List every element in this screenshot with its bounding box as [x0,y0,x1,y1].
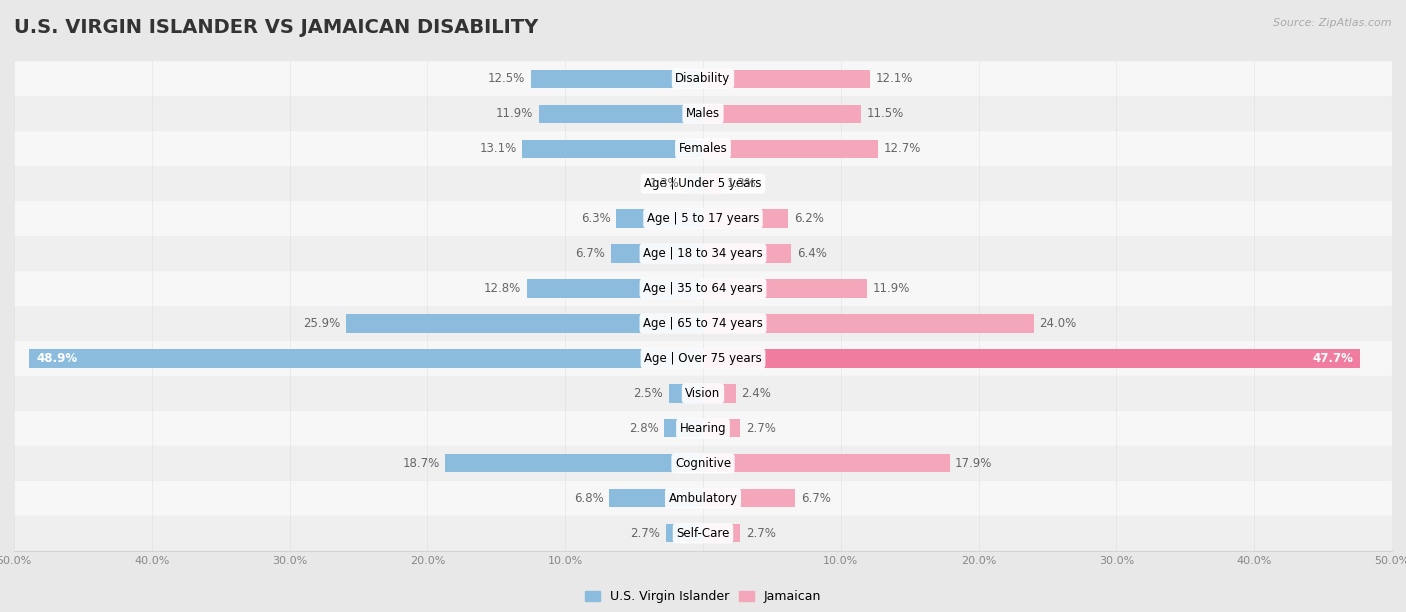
Bar [685,174,703,193]
Bar [703,315,1033,332]
Text: 47.7%: 47.7% [1312,352,1354,365]
Bar [523,140,703,158]
Text: 2.7%: 2.7% [745,527,776,540]
Text: 6.8%: 6.8% [574,492,603,505]
Text: 6.7%: 6.7% [575,247,605,260]
Text: 11.9%: 11.9% [873,282,910,295]
Text: 11.9%: 11.9% [496,107,533,120]
Text: Males: Males [686,107,720,120]
Bar [703,105,862,123]
Text: 12.5%: 12.5% [488,72,526,85]
FancyBboxPatch shape [14,376,1392,411]
Text: 12.1%: 12.1% [875,72,912,85]
Text: 1.3%: 1.3% [727,177,756,190]
Text: 2.5%: 2.5% [633,387,664,400]
Text: Age | Over 75 years: Age | Over 75 years [644,352,762,365]
Bar [346,315,703,332]
Text: 2.7%: 2.7% [745,422,776,435]
Bar [703,524,740,542]
Text: Age | 5 to 17 years: Age | 5 to 17 years [647,212,759,225]
Text: 6.4%: 6.4% [797,247,827,260]
Text: 2.7%: 2.7% [630,527,661,540]
Bar [616,209,703,228]
Legend: U.S. Virgin Islander, Jamaican: U.S. Virgin Islander, Jamaican [579,585,827,608]
Text: Cognitive: Cognitive [675,457,731,470]
Bar [666,524,703,542]
Bar [446,454,703,472]
Text: Disability: Disability [675,72,731,85]
Text: 17.9%: 17.9% [955,457,993,470]
Bar [703,384,737,403]
Text: U.S. VIRGIN ISLANDER VS JAMAICAN DISABILITY: U.S. VIRGIN ISLANDER VS JAMAICAN DISABIL… [14,18,538,37]
Bar [703,280,868,297]
Text: 6.3%: 6.3% [581,212,610,225]
Bar [703,174,721,193]
Bar [610,244,703,263]
Text: 24.0%: 24.0% [1039,317,1077,330]
Text: Vision: Vision [685,387,721,400]
Text: 12.8%: 12.8% [484,282,522,295]
Bar [703,419,740,438]
Text: 2.4%: 2.4% [741,387,772,400]
Text: 18.7%: 18.7% [402,457,440,470]
Bar [527,280,703,297]
FancyBboxPatch shape [14,341,1392,376]
Bar [669,384,703,403]
Text: 1.3%: 1.3% [650,177,679,190]
Text: Females: Females [679,142,727,155]
FancyBboxPatch shape [14,446,1392,481]
FancyBboxPatch shape [14,166,1392,201]
Text: 6.2%: 6.2% [794,212,824,225]
FancyBboxPatch shape [14,201,1392,236]
FancyBboxPatch shape [14,96,1392,131]
FancyBboxPatch shape [14,481,1392,516]
Bar [703,209,789,228]
Bar [703,454,949,472]
Text: Self-Care: Self-Care [676,527,730,540]
Bar [703,140,877,158]
Bar [531,70,703,88]
Text: 11.5%: 11.5% [868,107,904,120]
Text: Age | 35 to 64 years: Age | 35 to 64 years [643,282,763,295]
Bar [703,244,792,263]
FancyBboxPatch shape [14,131,1392,166]
Text: Hearing: Hearing [679,422,727,435]
FancyBboxPatch shape [14,61,1392,96]
Bar [538,105,703,123]
Text: 2.8%: 2.8% [628,422,659,435]
Text: Age | Under 5 years: Age | Under 5 years [644,177,762,190]
Text: Age | 18 to 34 years: Age | 18 to 34 years [643,247,763,260]
Text: Age | 65 to 74 years: Age | 65 to 74 years [643,317,763,330]
Text: 6.7%: 6.7% [801,492,831,505]
FancyBboxPatch shape [14,306,1392,341]
Text: Ambulatory: Ambulatory [668,492,738,505]
FancyBboxPatch shape [14,516,1392,551]
Bar [30,349,703,368]
Text: 13.1%: 13.1% [479,142,517,155]
Text: 25.9%: 25.9% [304,317,340,330]
FancyBboxPatch shape [14,236,1392,271]
FancyBboxPatch shape [14,411,1392,446]
FancyBboxPatch shape [14,271,1392,306]
Bar [703,70,870,88]
Text: 12.7%: 12.7% [883,142,921,155]
Bar [609,489,703,507]
Text: 48.9%: 48.9% [37,352,77,365]
Bar [703,349,1360,368]
Bar [703,489,796,507]
Text: Source: ZipAtlas.com: Source: ZipAtlas.com [1274,18,1392,28]
Bar [665,419,703,438]
